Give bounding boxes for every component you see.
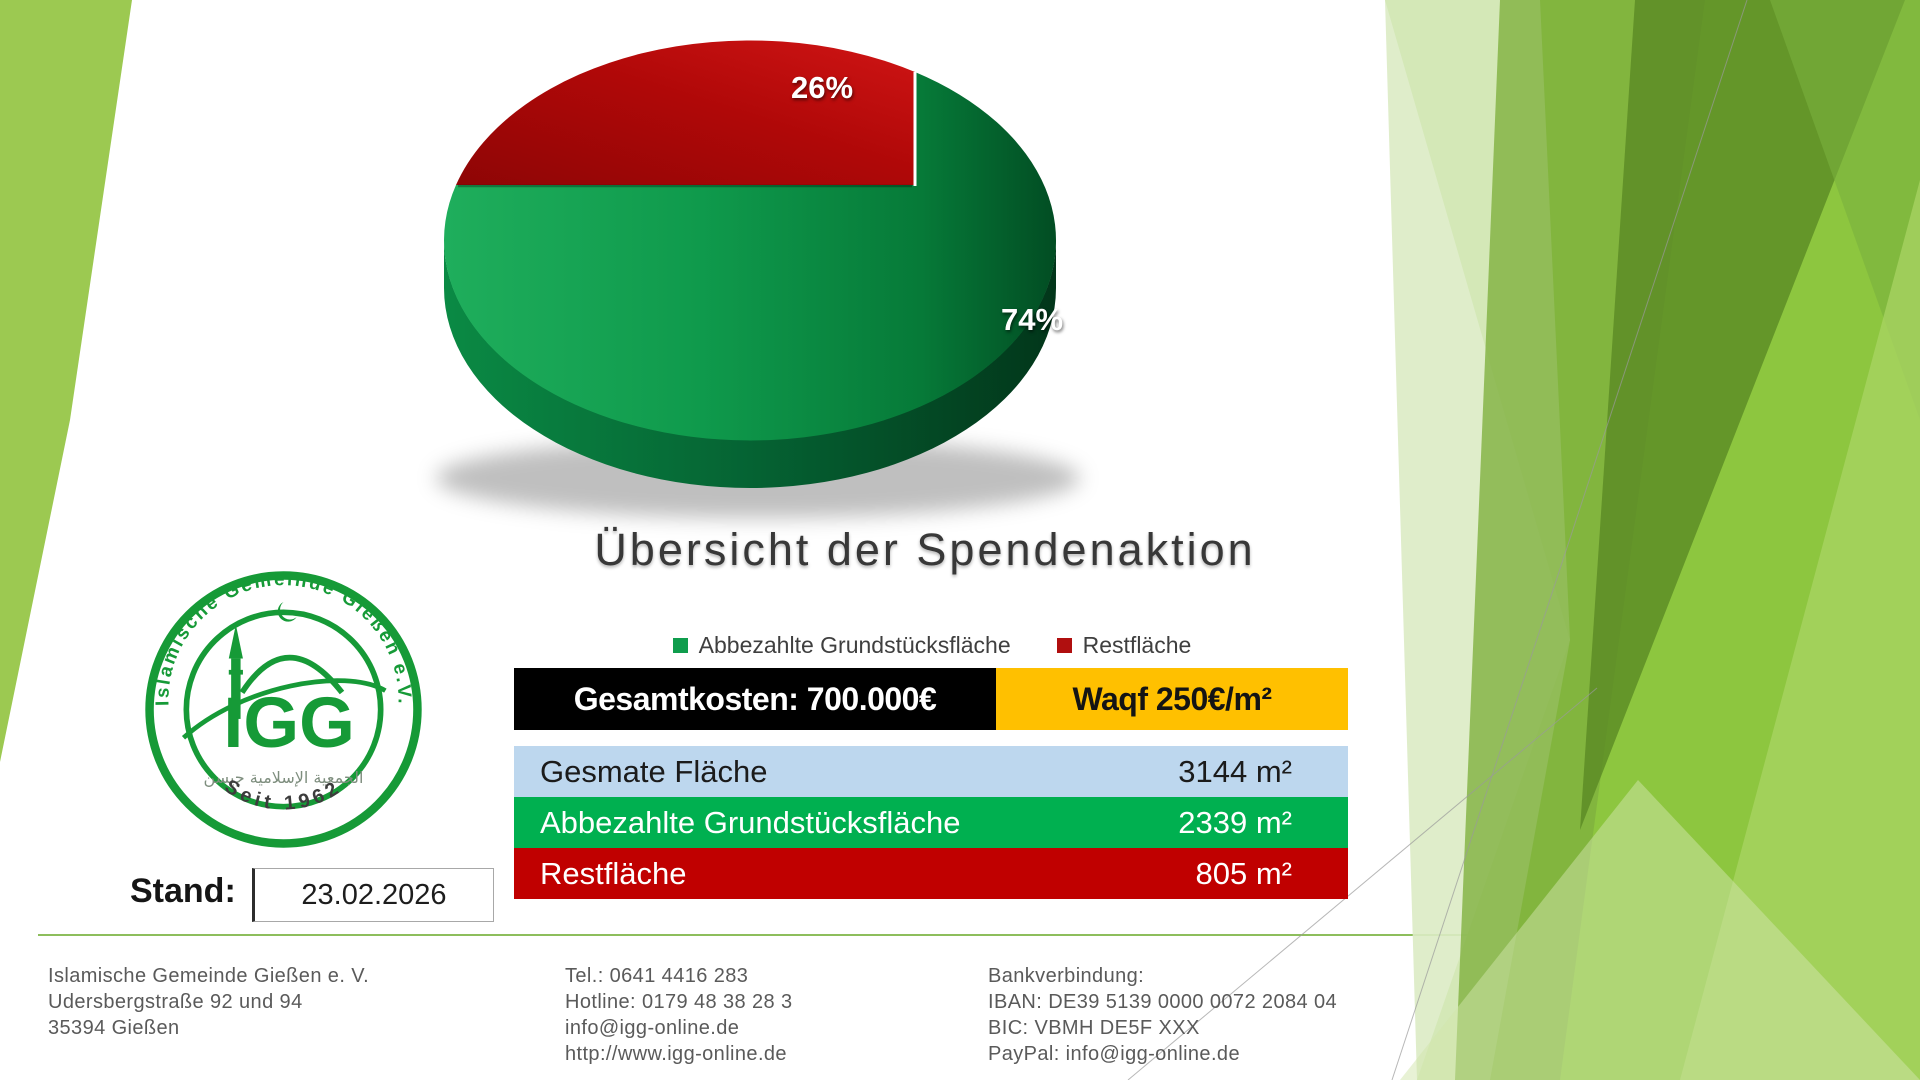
footer-line: Hotline: 0179 48 38 28 3 (565, 991, 793, 1013)
waqf-bar: Waqf 250€/m² (996, 668, 1348, 730)
row-value: 2339 m² (1178, 804, 1292, 840)
table-row-restflaeche: Restfläche 805 m² (514, 848, 1348, 899)
footer-line: PayPal: info@igg-online.de (988, 1043, 1240, 1065)
minaret-icon (228, 624, 243, 719)
facet-dark-top (1580, 0, 1905, 830)
facet-pale-bottom (1400, 780, 1920, 1080)
legend-label: Abbezahlte Grundstücksfläche (698, 632, 1011, 658)
row-value: 3144 m² (1178, 753, 1292, 789)
row-label: Gesmate Fläche (540, 753, 768, 789)
facet-mid-right (1770, 0, 1920, 420)
legend-label: Restfläche (1082, 632, 1192, 658)
legend-swatch-green-icon (672, 638, 688, 653)
facet-light-right (1680, 180, 1920, 1080)
footer-line: http://www.igg-online.de (565, 1043, 787, 1065)
footer-line: Udersbergstraße 92 und 94 (48, 991, 303, 1013)
pie-side-wall (444, 240, 1056, 488)
legend-swatch-red-icon (1056, 638, 1072, 653)
roof-line-icon (181, 678, 387, 740)
diagonal-hairline-2 (1127, 687, 1598, 1080)
row-value: 805 m² (1195, 855, 1292, 891)
pie-label-restflaeche: 26% (790, 70, 854, 105)
row-label: Restfläche (540, 855, 687, 891)
area-table: Gesmate Fläche 3144 m² Abbezahlte Grunds… (514, 746, 1348, 899)
gesamtkosten-bar: Gesamtkosten: 700.000€ (514, 668, 996, 730)
table-row-abbezahlte-flaeche: Abbezahlte Grundstücksfläche 2339 m² (514, 797, 1348, 848)
legend-item-abbezahlt: Abbezahlte Grundstücksfläche (672, 632, 1011, 659)
stand-date: 23.02.2026 (301, 878, 447, 911)
igg-logo: Islamische Gemeinde Gießen e.V. IGG الجم… (145, 568, 422, 848)
logo-inner-ring (183, 609, 384, 810)
crescent-icon (277, 601, 297, 622)
footer-line: Islamische Gemeinde Gießen e. V. (48, 965, 370, 987)
footer-line: 35394 Gießen (48, 1017, 180, 1039)
footer-line: IBAN: DE39 5139 0000 0072 2084 04 (988, 991, 1338, 1013)
logo-arabic-text: الجمعية الإسلامية جيسن (203, 768, 363, 788)
pie-slice-red (456, 40, 915, 185)
chart-legend: Abbezahlte Grundstücksfläche Restfläche (514, 632, 1350, 659)
footer-line: Tel.: 0641 4416 283 (565, 965, 749, 987)
footer-line: info@igg-online.de (565, 1017, 740, 1039)
stand-date-box: 23.02.2026 (252, 868, 494, 922)
row-label: Abbezahlte Grundstücksfläche (540, 804, 961, 840)
footer-line: Bankverbindung: (988, 965, 1145, 987)
right-accent-band (1127, 0, 1920, 1080)
logo-outer-ring (145, 571, 422, 848)
logo-acronym: IGG (223, 683, 354, 763)
diagonal-hairline-1 (1391, 0, 1748, 1080)
info-bars: Gesamtkosten: 700.000€ Waqf 250€/m² (514, 668, 1348, 730)
pie-label-abbezahlt: 74% (1000, 302, 1064, 337)
footer-line: BIC: VBMH DE5F XXX (988, 1017, 1200, 1039)
table-row-gesamte-flaeche: Gesmate Fläche 3144 m² (514, 746, 1348, 797)
pie-chart (436, 40, 1080, 518)
footer-contact: Tel.: 0641 4416 283 Hotline: 0179 48 38 … (565, 963, 793, 1067)
stand-label: Stand: (130, 872, 236, 910)
footer-address: Islamische Gemeinde Gießen e. V. Udersbe… (48, 963, 369, 1041)
left-accent-wedge (0, 0, 132, 762)
pie-slice-green (444, 72, 1057, 441)
footer-bank: Bankverbindung: IBAN: DE39 5139 0000 007… (988, 963, 1337, 1067)
legend-item-restflaeche: Restfläche (1056, 632, 1192, 659)
page-title: Übersicht der Spendenaktion (594, 524, 1256, 575)
